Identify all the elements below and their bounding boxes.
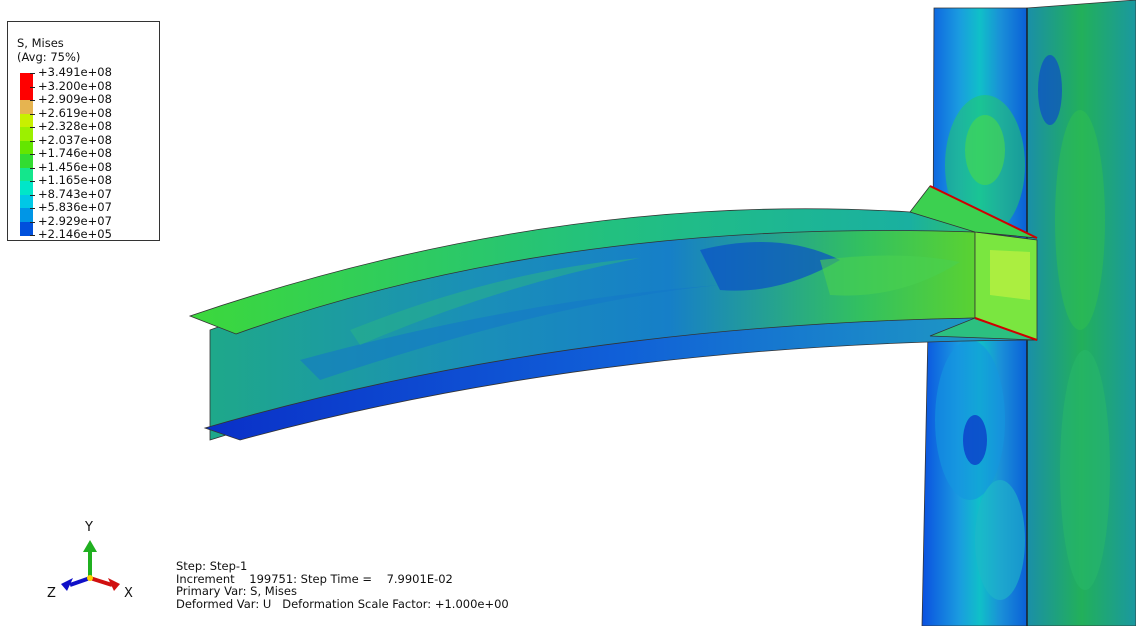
legend-label: +1.456e+08 (38, 159, 112, 174)
legend-tick (30, 140, 35, 142)
legend-tick (30, 194, 35, 196)
legend-tick (30, 208, 35, 209)
legend-label: +2.619e+08 (38, 105, 112, 120)
legend-tick (30, 167, 35, 169)
legend-label: +1.746e+08 (38, 146, 112, 160)
legend-title: S, Mises (17, 36, 64, 50)
legend-colorbar (20, 73, 33, 236)
axis-z-label: Z (47, 586, 56, 601)
legend-swatch (20, 194, 33, 209)
legend-swatch (20, 181, 33, 195)
step-info: Step: Step-1 Increment 199751: Step Time … (176, 560, 509, 610)
legend-tick (30, 181, 35, 182)
contour-legend: S, Mises (Avg: 75%) +3.491e+08 +3.200e+08… (7, 21, 160, 241)
legend-tick (30, 86, 35, 88)
info-deformed-var: Deformed Var: U Deformation Scale Factor… (176, 596, 509, 611)
legend-label: +2.037e+08 (38, 132, 112, 147)
legend-tick (30, 100, 35, 101)
legend-label: +2.328e+08 (38, 119, 112, 133)
legend-swatch (20, 221, 33, 236)
legend-label: +2.146e+05 (38, 227, 112, 241)
legend-swatch (20, 73, 33, 87)
legend-swatch (20, 86, 33, 101)
legend-tick (30, 235, 35, 236)
info-step: Step: Step-1 (176, 559, 248, 573)
legend-swatch (20, 127, 33, 141)
legend-tick (30, 73, 35, 74)
legend-swatch (20, 154, 33, 168)
legend-label: +8.743e+07 (38, 186, 112, 201)
legend-label: +3.491e+08 (38, 65, 112, 79)
info-increment: Increment 199751: Step Time = 7.9901E-02 (176, 571, 453, 586)
legend-subtitle: (Avg: 75%) (17, 50, 81, 64)
axis-triad: Y X Z (40, 518, 140, 608)
axis-x-label: X (124, 586, 133, 601)
legend-label: +5.836e+07 (38, 200, 112, 214)
triad-arrows (61, 540, 120, 591)
legend-label: +2.909e+08 (38, 92, 112, 106)
legend-label: +1.165e+08 (38, 173, 112, 187)
legend-swatch (20, 140, 33, 155)
legend-tick (30, 221, 35, 223)
legend-tick (30, 127, 35, 128)
info-primary-var: Primary Var: S, Mises (176, 584, 297, 598)
legend-swatch (20, 208, 33, 222)
legend-swatch (20, 113, 33, 128)
legend-tick (30, 154, 35, 155)
legend-tick (30, 113, 35, 115)
legend-label: +2.929e+07 (38, 213, 112, 228)
legend-label: +3.200e+08 (38, 78, 112, 93)
axis-y-label: Y (85, 520, 93, 535)
legend-swatch (20, 167, 33, 182)
legend-swatch (20, 100, 33, 114)
